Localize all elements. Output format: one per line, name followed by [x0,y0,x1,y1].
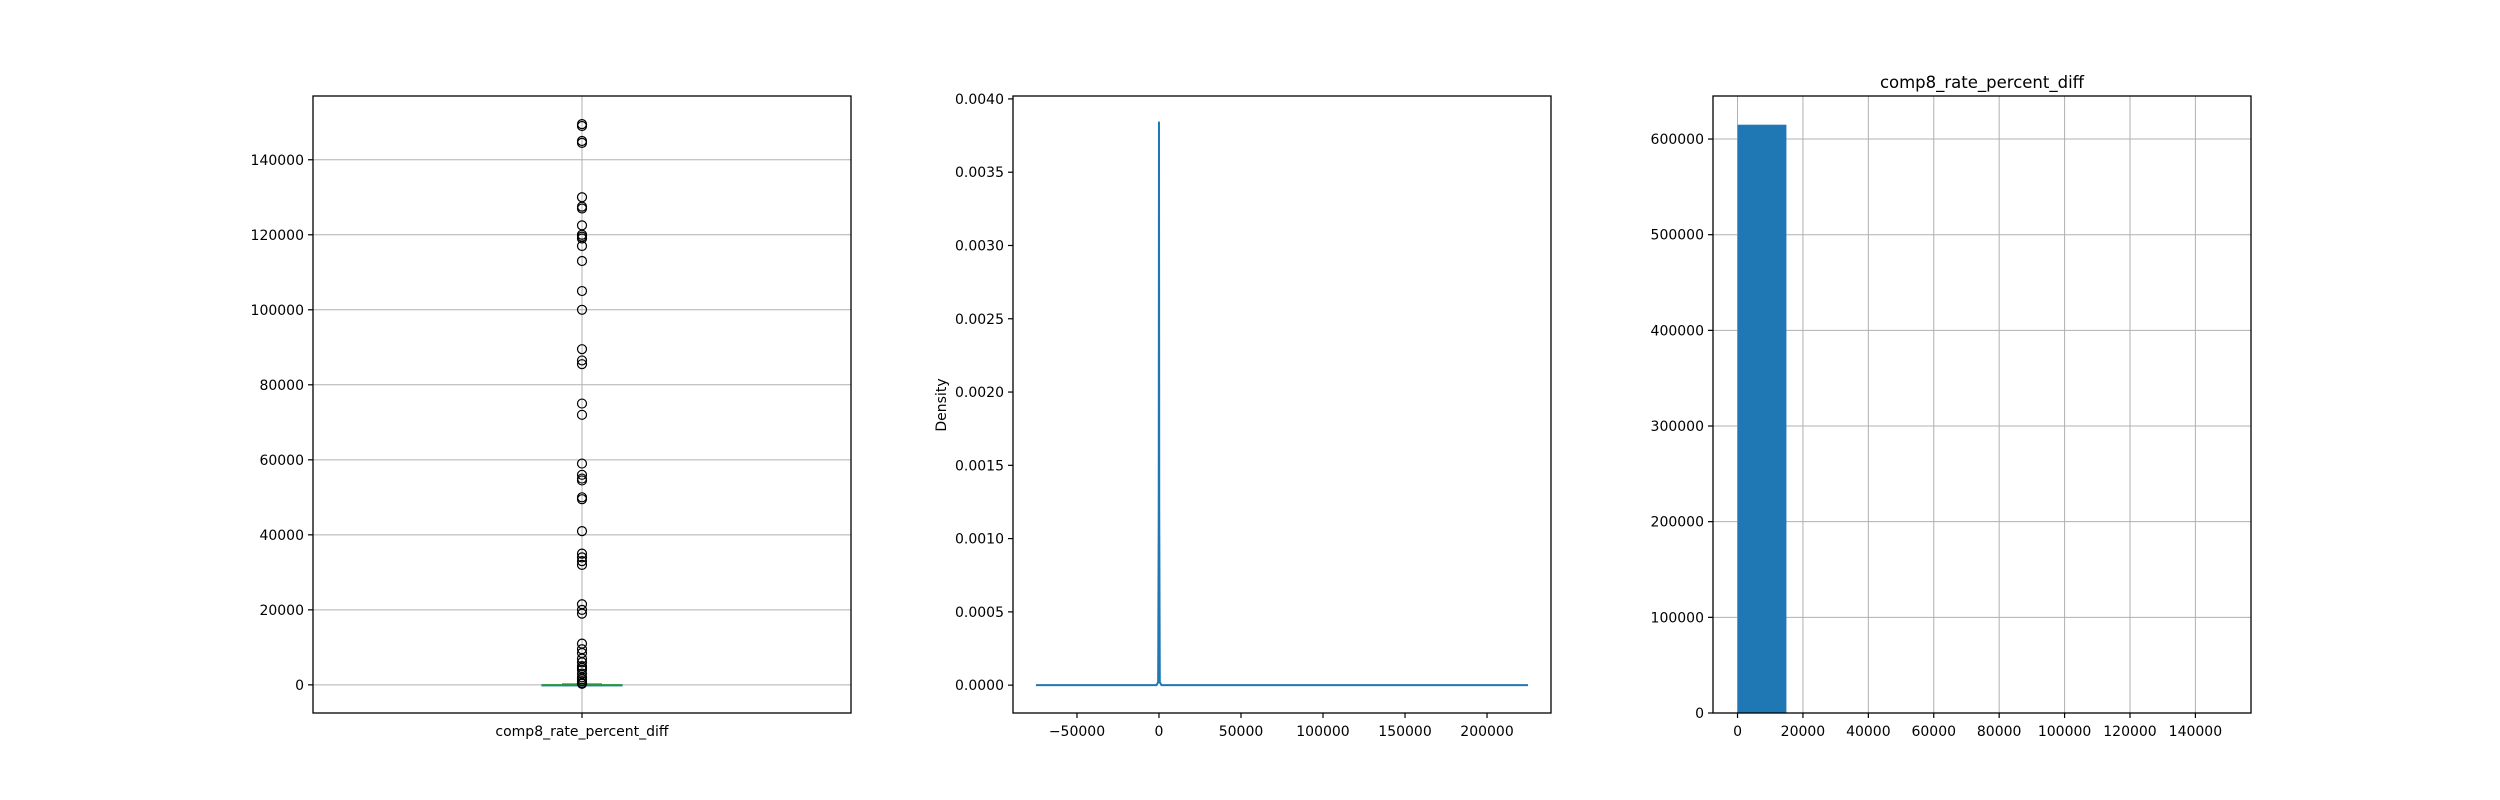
boxplot-marks [541,119,623,689]
boxplot-outlier [576,203,588,214]
density-ytick-label: 0.0025 [955,312,1004,328]
histogram-ytick-label: 100000 [1651,610,1704,626]
boxplot-outlier [576,409,588,420]
boxplot-outlier [576,137,588,148]
density-frame [1012,95,1552,714]
density-ytick-label: 0.0010 [955,532,1004,548]
density-ylabel: Density [934,378,950,431]
boxplot-outlier [576,255,588,267]
histogram-ytick-label: 400000 [1651,323,1704,339]
boxplot-ytick-label: 0 [295,678,304,694]
density-ytick-label: 0.0005 [955,605,1004,621]
histogram-ytick-label: 300000 [1651,419,1704,435]
density-marks [1035,121,1529,687]
histogram-marks [1737,124,2227,713]
histogram-xtick-label: 0 [1733,724,1742,740]
boxplot-outlier [576,469,588,480]
histogram-panel: 0 100000 200000 300000 400000 500000 600000 0 20… [1651,73,2252,740]
density-xtick-label: 150000 [1378,724,1431,740]
boxplot-outlier [576,398,588,409]
boxplot-ytick-label: 20000 [259,603,304,619]
histogram-xtick-label: 140000 [2169,724,2222,740]
boxplot-outlier [576,458,588,469]
histogram-xtick-label: 100000 [2038,724,2091,740]
density-ytick-label: 0.0030 [955,238,1004,254]
histogram-ytick-label: 200000 [1651,515,1704,531]
histogram-title: comp8_rate_percent_diff [1880,73,2085,93]
boxplot-outlier [576,285,588,297]
histogram-ytick-label: 0 [1695,706,1704,722]
density-ytick-label: 0.0020 [955,385,1004,401]
boxplot-outlier [576,604,588,615]
boxplot-ytick-label: 60000 [259,453,304,469]
density-ytick-label: 0.0015 [955,458,1004,474]
boxplot-ytick-label: 40000 [259,528,304,544]
histogram-frame [1712,95,2252,714]
density-ytick-label: 0.0040 [955,92,1004,108]
histogram-xtick-label: 120000 [2103,724,2156,740]
boxplot-ytick-label: 120000 [251,228,304,244]
boxplot-outlier [576,494,588,505]
boxplot-ytick-label: 100000 [251,303,304,319]
histogram-bar [1737,124,1787,713]
density-series-line [1035,121,1529,687]
boxplot-outlier [576,240,588,252]
density-ytick-label: 0.0035 [955,165,1004,181]
histogram-xtick-label: 20000 [1781,724,1826,740]
boxplot-outlier [576,475,588,486]
density-xtick-label: 200000 [1460,724,1513,740]
density-ytick-label: 0.0000 [955,678,1004,694]
boxplot-grid [313,96,851,713]
boxplot-outlier [576,559,588,570]
density-xtick-label: 0 [1155,724,1164,740]
boxplot-outlier [576,233,588,244]
boxplot-ytick-label: 140000 [251,153,304,169]
boxplot-frame [312,95,852,714]
histogram-axes: 0 100000 200000 300000 400000 500000 600000 0 20… [1651,132,2223,740]
density-xtick-label: 50000 [1219,724,1264,740]
density-axes: 0.0000 0.0005 0.0010 0.0015 0.0020 0.0025 0.00… [955,92,1514,740]
density-xtick-label: −50000 [1049,724,1105,740]
boxplot-outlier [576,552,588,563]
boxplot-axes: 0 20000 40000 60000 80000 100000 120000 140000 [251,153,583,718]
boxplot-category-label: comp8_rate_percent_diff [495,724,669,740]
boxplot-outlier [576,344,588,355]
boxplot-outlier [576,304,588,315]
histogram-ytick-label: 600000 [1651,132,1704,148]
boxplot-outlier [576,120,588,132]
boxplot-outlier [576,548,588,559]
density-panel: 0.0000 0.0005 0.0010 0.0015 0.0020 0.0025 0.00… [934,92,1552,740]
histogram-ytick-label: 500000 [1651,228,1704,244]
density-xtick-label: 100000 [1296,724,1349,740]
boxplot-ytick-label: 80000 [259,378,304,394]
histogram-xtick-label: 40000 [1846,724,1891,740]
boxplot-outlier [576,608,588,619]
histogram-xtick-label: 60000 [1911,724,1956,740]
boxplot-outlier [576,678,588,689]
histogram-xtick-label: 80000 [1977,724,2022,740]
boxplot-outlier [576,555,588,567]
boxplot-outlier [576,355,588,366]
boxplot-panel: 020000400006000080000100000120000140000 … [251,95,852,740]
boxplot-outlier [576,525,588,537]
boxplot-outlier [576,657,588,668]
boxplot-outlier [576,359,588,370]
